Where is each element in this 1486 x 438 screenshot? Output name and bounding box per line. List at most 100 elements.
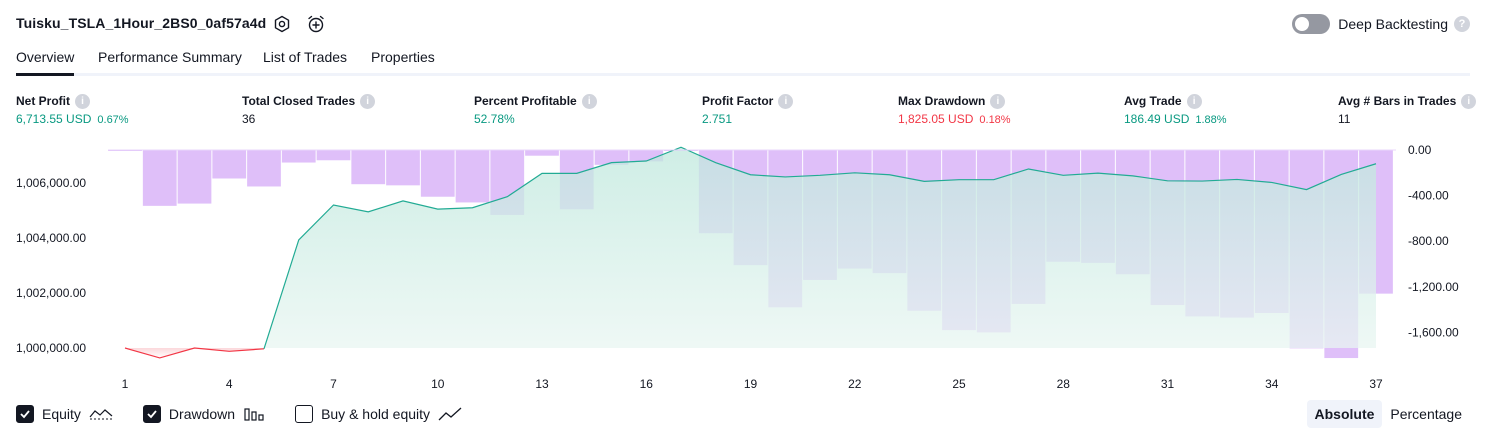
chart-legend: Equity Drawdown Buy & hold equity [16,404,492,424]
alarm-clock-plus-icon[interactable] [304,12,328,36]
x-axis-tick: 34 [1265,377,1279,391]
metric-avg-trade: Avg Trade i 186.49 USD 1.88% [1124,93,1227,128]
deep-backtesting-label: Deep Backtesting [1338,16,1448,32]
tab-performance-summary[interactable]: Performance Summary [98,49,242,65]
metric-percent: 1.88% [1195,114,1227,126]
tab-overview[interactable]: Overview [16,49,75,76]
x-axis-tick: 4 [226,377,233,391]
metric-label: Net Profit [16,94,70,108]
x-axis-tick: 37 [1369,377,1383,391]
report-header: Tuisku_TSLA_1Hour_2BS0_0af57a4d Deep Bac… [16,12,1470,36]
gear-icon[interactable] [270,12,294,36]
right-axis-tick: -1,200.00 [1408,280,1459,294]
drawdown-bar [629,150,664,162]
metric-net-profit: Net Profit i 6,713.55 USD 0.67% [16,93,129,128]
tab-list-of-trades[interactable]: List of Trades [263,49,348,65]
help-icon[interactable]: i [581,93,597,109]
metric-label: Max Drawdown [898,94,986,108]
metric-profit-factor: Profit Factor i 2.751 [702,93,794,128]
equity-profit-line [263,146,1377,350]
drawdown-bar [212,150,247,179]
metric-value: 1,825.05 USD [898,112,974,126]
left-axis-tick: 1,002,000.00 [16,286,86,300]
tab-properties[interactable]: Properties [371,49,435,65]
x-axis-tick: 28 [1057,377,1071,391]
x-axis-tick: 7 [330,377,337,391]
metric-percent: 0.67% [97,114,129,126]
metric-value: 11 [1338,112,1351,126]
drawdown-bar [420,150,455,197]
right-axis-tick: -1,600.00 [1408,325,1459,339]
x-axis-tick: 16 [640,377,654,391]
buy-hold-checkbox[interactable] [295,405,314,423]
x-axis-tick: 22 [848,377,862,391]
legend-drawdown[interactable]: Drawdown [142,405,265,423]
x-axis-tick: 31 [1161,377,1175,391]
drawdown-bars-icon [243,406,265,422]
metric-label: Percent Profitable [474,94,577,108]
report-tabs: Overview Performance Summary List of Tra… [16,44,1470,76]
x-axis-tick: 25 [952,377,966,391]
drawdown-bar [386,150,420,186]
x-axis-tick: 13 [535,377,549,391]
legend-label: Equity [42,406,81,422]
metric-value: 186.49 USD [1124,112,1190,126]
legend-buy-hold-equity[interactable]: Buy & hold equity [295,405,462,423]
x-axis-tick: 19 [744,377,758,391]
legend-equity[interactable]: Equity [16,405,113,423]
equity-loss-area [125,348,264,358]
equity-checkbox[interactable] [16,405,34,423]
drawdown-bar [525,150,559,156]
equity-drawdown-chart[interactable]: 1,000,000.00 1,002,000.00 1,004,000.00 1,00… [0,140,1486,396]
metric-value: 52.78% [474,112,515,126]
drawdown-checkbox[interactable] [142,405,161,423]
drawdown-bar [142,150,177,206]
trend-line-icon [438,406,462,422]
left-axis-tick: 1,000,000.00 [16,341,86,355]
right-axis-tick: 0.00 [1408,143,1432,157]
drawdown-bar [281,150,316,163]
equity-line-icon [89,406,113,422]
percentage-button[interactable]: Percentage [1390,406,1462,422]
help-icon[interactable]: i [360,93,376,109]
equity-profit-area [264,147,1376,349]
drawdown-bar [177,150,212,204]
metric-value: 6,713.55 USD [16,112,92,126]
x-axis-tick: 1 [122,377,129,391]
drawdown-bar [351,150,386,185]
legend-label: Buy & hold equity [321,406,431,422]
metric-percent: 0.18% [979,114,1011,126]
toggle-knob [1295,17,1310,31]
help-icon[interactable]: i [1461,93,1477,109]
metric-avg-bars-in-trades: Avg # Bars in Trades i 11 [1338,93,1477,128]
drawdown-bar [316,150,351,161]
help-icon[interactable]: i [75,93,90,109]
metric-label: Avg # Bars in Trades [1338,94,1457,108]
metric-label: Avg Trade [1124,94,1182,108]
help-icon[interactable]: i [778,93,794,109]
drawdown-bar [594,150,629,165]
scale-toggle: Absolute Percentage [1306,400,1471,428]
metric-percent-profitable: Percent Profitable i 52.78% [474,93,597,128]
help-icon[interactable]: ? [1454,16,1470,32]
x-axis-tick: 10 [431,377,445,391]
drawdown-bar [455,150,490,203]
left-axis-tick: 1,004,000.00 [16,231,86,245]
deep-backtesting-toggle[interactable] [1292,14,1331,34]
metric-value: 2.751 [702,112,733,126]
equity-loss-line [124,347,265,359]
legend-label: Drawdown [168,406,236,422]
absolute-button[interactable]: Absolute [1306,400,1383,428]
strategy-title: Tuisku_TSLA_1Hour_2BS0_0af57a4d [16,15,267,31]
metric-value: 36 [242,112,256,126]
help-icon[interactable]: i [1186,93,1202,109]
right-axis-tick: -800.00 [1408,234,1449,248]
drawdown-bar [247,150,281,187]
left-axis-tick: 1,006,000.00 [16,176,86,190]
metric-label: Total Closed Trades [242,94,356,108]
metric-max-drawdown: Max Drawdown i 1,825.05 USD 0.18% [898,93,1011,128]
metric-total-closed-trades: Total Closed Trades i 36 [242,93,376,128]
right-axis-tick: -400.00 [1408,189,1449,203]
help-icon[interactable]: i [990,93,1006,109]
metric-label: Profit Factor [702,94,774,108]
